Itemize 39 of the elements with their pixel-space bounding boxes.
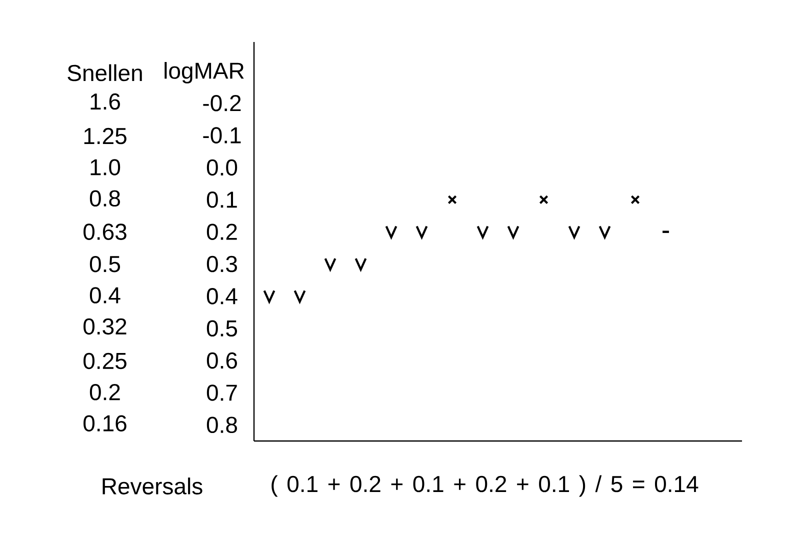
point <box>385 225 398 238</box>
y2-tick-label: 0.8 <box>90 190 120 207</box>
y-tick-label: 0.4 <box>206 288 238 304</box>
y2-tick-label: 1.25 <box>84 128 126 144</box>
point <box>539 195 548 204</box>
y-tick-label: 0.6 <box>206 352 237 369</box>
y2-tick-label: 0.2 <box>90 384 120 400</box>
y-tick-label: 0.3 <box>206 256 237 272</box>
y2-tick-label: 0.4 <box>90 287 120 304</box>
point <box>568 225 580 238</box>
y2-tick-label: 0.63 <box>84 224 126 240</box>
text: Reversals <box>102 478 202 494</box>
point <box>630 195 640 204</box>
y2-tick-label: 0.5 <box>90 256 120 272</box>
text: ( 0.1 + 0.2 + 0.1 + 0.2 + 0.1 ) / 5 = 0.14 <box>272 475 698 497</box>
point <box>354 257 367 271</box>
y-tick-label: -0.1 <box>203 127 241 144</box>
point <box>476 225 489 238</box>
point <box>448 195 457 204</box>
y2-tick-label: 0.25 <box>84 352 126 370</box>
y2-tick-label: 1.0 <box>90 159 120 176</box>
point <box>416 225 428 238</box>
y-tick-label: 0.8 <box>206 416 237 434</box>
y2-tick-label: 1.6 <box>90 93 120 110</box>
y-tick-label: -0.2 <box>203 94 241 112</box>
y2-tick-label: 0.32 <box>84 318 126 335</box>
point <box>263 290 276 303</box>
point <box>294 290 306 303</box>
point <box>598 225 611 238</box>
y-axis-title: logMAR <box>164 62 244 84</box>
y2-axis-title: Snellen <box>68 64 142 82</box>
y-tick-label: 0.2 <box>206 224 237 240</box>
point <box>507 225 520 238</box>
y-tick-label: 0.0 <box>206 159 238 176</box>
y-tick-label: 0.7 <box>206 384 237 401</box>
point <box>324 257 336 271</box>
y-tick-label: 0.5 <box>206 320 238 337</box>
y2-tick-label: 0.16 <box>84 415 126 432</box>
y-tick-label: 0.1 <box>206 192 237 208</box>
